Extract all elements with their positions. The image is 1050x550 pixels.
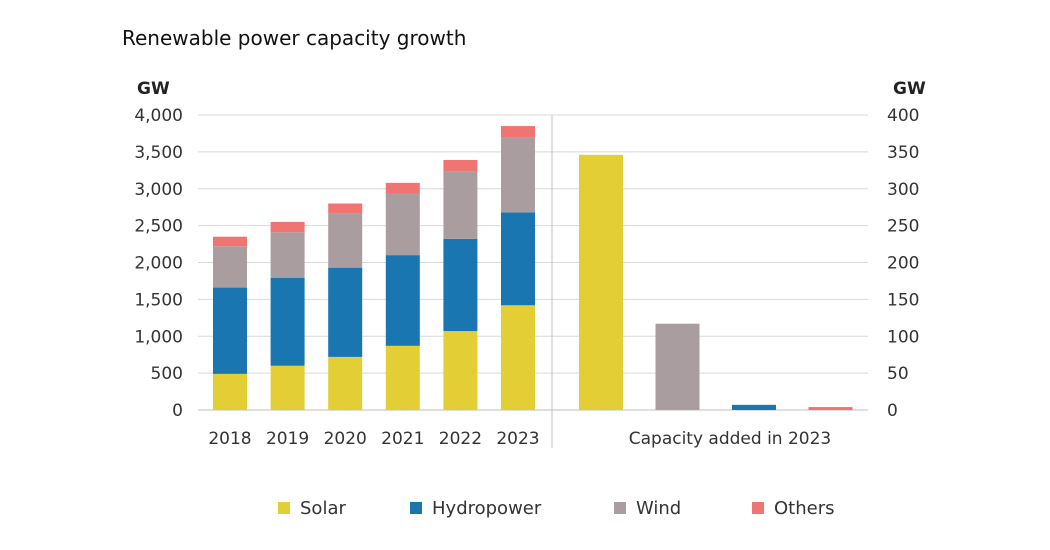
right-y-tick-label: 200: [887, 254, 919, 274]
left-y-tick-label: 500: [151, 364, 183, 384]
left-y-unit-label: GW: [137, 79, 170, 99]
bar-wind-2022: [443, 171, 478, 239]
legend-item-solar: Solar: [278, 494, 346, 522]
bar-wind-2023: [501, 137, 535, 213]
right-y-unit-label: GW: [893, 79, 926, 99]
bar-solar-2022: [443, 331, 478, 410]
bar-wind-2021: [385, 193, 420, 256]
right-y-tick-label: 350: [887, 143, 919, 163]
right-y-tick-label: 250: [887, 217, 919, 237]
legend-label-wind: Wind: [636, 497, 682, 519]
bar-hydropower-2019: [270, 277, 305, 366]
right-y-tick-label: 400: [887, 106, 919, 126]
x-tick-label: 2018: [208, 429, 251, 449]
chart-title: Renewable power capacity growth: [122, 26, 467, 50]
left-y-tick-label: 2,000: [134, 254, 183, 274]
right-y-tick-label: 50: [887, 364, 909, 384]
bar-wind-2020: [328, 213, 363, 268]
left-y-tick-label: 3,500: [134, 143, 183, 163]
bar-solar-2019: [270, 365, 305, 410]
bar-others-2022: [443, 159, 478, 172]
bar-added-solar: [579, 154, 623, 410]
legend-swatch-hydropower: [410, 502, 422, 514]
left-y-tick-label: 2,500: [134, 217, 183, 237]
bar-others-2023: [501, 126, 535, 138]
legend: Solar Hydropower Wind Others: [0, 494, 1050, 522]
x-tick-label: 2023: [496, 429, 539, 449]
x-tick-label: 2021: [381, 429, 424, 449]
legend-swatch-others: [752, 502, 764, 514]
x-tick-label: 2019: [266, 429, 309, 449]
bar-others-2021: [385, 182, 420, 194]
legend-item-hydropower: Hydropower: [410, 494, 541, 522]
left-y-tick-label: 1,000: [134, 327, 183, 347]
bar-hydropower-2021: [385, 255, 420, 346]
bar-others-2020: [328, 203, 363, 214]
bar-hydropower-2020: [328, 267, 363, 357]
right-y-tick-label: 300: [887, 180, 919, 200]
x-tick-label: 2022: [439, 429, 482, 449]
right-y-tick-label: 100: [887, 327, 919, 347]
bar-solar-2021: [385, 345, 420, 410]
left-y-tick-label: 0: [172, 401, 183, 421]
legend-item-others: Others: [752, 494, 835, 522]
bar-added-wind: [655, 323, 700, 410]
legend-label-solar: Solar: [300, 497, 346, 519]
bar-others-2019: [270, 221, 305, 233]
legend-item-wind: Wind: [614, 494, 681, 522]
bar-wind-2019: [270, 232, 305, 278]
legend-swatch-wind: [614, 502, 626, 514]
bar-hydropower-2023: [501, 212, 535, 306]
bar-hydropower-2022: [443, 238, 478, 332]
x-tick-label: 2020: [324, 429, 367, 449]
legend-label-hydropower: Hydropower: [432, 497, 542, 519]
right-y-tick-label: 0: [887, 401, 898, 421]
bar-wind-2018: [213, 246, 247, 288]
bar-others-2018: [213, 236, 247, 247]
bar-solar-2018: [213, 373, 247, 410]
bar-added-hydropower: [732, 404, 776, 410]
legend-swatch-solar: [278, 502, 290, 514]
left-y-tick-label: 1,500: [134, 290, 183, 310]
right-panel-xlabel: Capacity added in 2023: [629, 429, 832, 449]
left-y-tick-label: 3,000: [134, 180, 183, 200]
bar-solar-2020: [328, 356, 363, 410]
bar-solar-2023: [501, 305, 535, 410]
bar-added-others: [808, 407, 853, 410]
legend-label-others: Others: [774, 497, 835, 519]
bar-hydropower-2018: [213, 287, 247, 374]
left-y-tick-label: 4,000: [134, 106, 183, 126]
right-y-tick-label: 150: [887, 290, 919, 310]
